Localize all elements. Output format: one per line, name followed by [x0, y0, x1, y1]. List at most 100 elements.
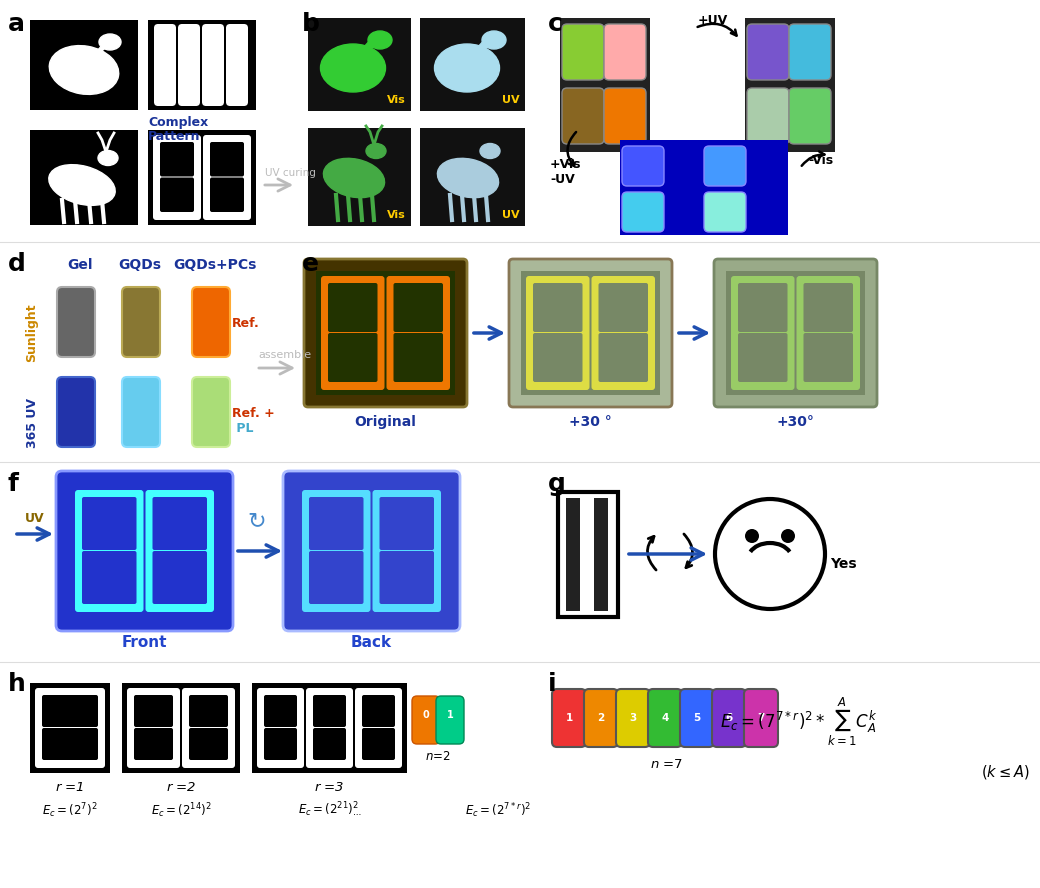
FancyBboxPatch shape [738, 283, 787, 332]
Polygon shape [363, 37, 380, 58]
Ellipse shape [480, 144, 500, 158]
Text: $r$ =1: $r$ =1 [55, 781, 84, 794]
FancyBboxPatch shape [362, 728, 395, 760]
Text: 2: 2 [597, 713, 604, 723]
Bar [620, 140, 788, 235]
Circle shape [745, 529, 759, 543]
Text: $n$=2: $n$=2 [425, 750, 450, 763]
FancyBboxPatch shape [57, 377, 95, 447]
FancyBboxPatch shape [393, 283, 443, 332]
FancyBboxPatch shape [210, 178, 244, 212]
Ellipse shape [323, 158, 385, 198]
Text: i: i [548, 672, 556, 696]
FancyBboxPatch shape [393, 333, 443, 382]
Bar [316, 271, 456, 395]
Text: Yes: Yes [830, 557, 857, 571]
FancyBboxPatch shape [738, 333, 787, 382]
FancyBboxPatch shape [372, 490, 441, 612]
FancyBboxPatch shape [562, 24, 604, 80]
FancyBboxPatch shape [744, 689, 778, 747]
FancyBboxPatch shape [226, 24, 248, 106]
FancyBboxPatch shape [526, 276, 590, 390]
FancyBboxPatch shape [598, 283, 648, 332]
FancyBboxPatch shape [202, 24, 224, 106]
FancyBboxPatch shape [313, 728, 346, 760]
FancyBboxPatch shape [509, 259, 672, 407]
FancyBboxPatch shape [584, 689, 618, 747]
FancyBboxPatch shape [362, 695, 395, 727]
FancyBboxPatch shape [380, 497, 434, 550]
Text: $E_c=(2^{21})_{\cdots}^2$: $E_c=(2^{21})_{\cdots}^2$ [297, 801, 361, 819]
Bar [308, 18, 411, 111]
FancyBboxPatch shape [604, 88, 646, 144]
FancyBboxPatch shape [82, 497, 136, 550]
Text: Front: Front [122, 635, 167, 650]
Bar [30, 683, 110, 773]
Ellipse shape [438, 158, 498, 198]
FancyBboxPatch shape [134, 728, 173, 760]
FancyBboxPatch shape [203, 135, 251, 220]
FancyBboxPatch shape [56, 471, 233, 631]
Text: +Vis: +Vis [550, 158, 581, 171]
Bar [566, 498, 580, 611]
Ellipse shape [482, 31, 506, 49]
Text: -UV: -UV [550, 173, 575, 186]
FancyBboxPatch shape [789, 24, 831, 80]
Text: b: b [302, 12, 320, 36]
FancyBboxPatch shape [154, 24, 176, 106]
Bar [560, 18, 650, 152]
Text: +30°: +30° [777, 415, 814, 429]
FancyBboxPatch shape [680, 689, 714, 747]
Text: Gel: Gel [68, 258, 93, 272]
Text: $E_c=(2^{7*r})^2$: $E_c=(2^{7*r})^2$ [465, 801, 531, 820]
Text: $(k\leq A)$: $(k\leq A)$ [982, 763, 1030, 781]
Ellipse shape [368, 31, 392, 49]
Text: c: c [548, 12, 563, 36]
FancyBboxPatch shape [82, 551, 136, 604]
Text: d: d [8, 252, 26, 276]
FancyBboxPatch shape [714, 259, 877, 407]
FancyBboxPatch shape [789, 88, 831, 144]
Text: Back: Back [350, 635, 392, 650]
FancyBboxPatch shape [153, 497, 207, 550]
Text: Original: Original [355, 415, 416, 429]
FancyBboxPatch shape [328, 333, 378, 382]
Text: Ref.: Ref. [232, 316, 260, 329]
FancyBboxPatch shape [302, 490, 370, 612]
FancyBboxPatch shape [178, 24, 200, 106]
Bar [122, 683, 240, 773]
FancyBboxPatch shape [257, 688, 304, 768]
FancyBboxPatch shape [622, 146, 664, 186]
Text: UV: UV [502, 95, 520, 105]
FancyBboxPatch shape [210, 142, 244, 177]
FancyBboxPatch shape [616, 689, 650, 747]
Text: 0: 0 [422, 710, 430, 720]
Text: f: f [8, 472, 19, 496]
Bar [30, 20, 138, 110]
FancyBboxPatch shape [704, 192, 746, 232]
FancyBboxPatch shape [747, 24, 789, 80]
Bar [308, 128, 411, 226]
Bar [148, 130, 256, 225]
Circle shape [716, 499, 825, 609]
FancyBboxPatch shape [552, 689, 586, 747]
FancyBboxPatch shape [534, 333, 582, 382]
FancyBboxPatch shape [622, 192, 664, 232]
Text: $r$ =3: $r$ =3 [314, 781, 344, 794]
FancyBboxPatch shape [704, 146, 746, 186]
FancyBboxPatch shape [313, 695, 346, 727]
FancyBboxPatch shape [75, 490, 144, 612]
Text: ↻: ↻ [248, 511, 266, 531]
FancyBboxPatch shape [712, 689, 746, 747]
Text: Sunlight: Sunlight [26, 304, 38, 362]
Text: 7: 7 [757, 713, 764, 723]
FancyBboxPatch shape [42, 728, 98, 760]
FancyBboxPatch shape [387, 276, 450, 390]
Text: $r$ =2: $r$ =2 [165, 781, 197, 794]
Ellipse shape [49, 45, 119, 94]
FancyBboxPatch shape [182, 688, 235, 768]
FancyBboxPatch shape [731, 276, 795, 390]
FancyBboxPatch shape [804, 333, 853, 382]
FancyBboxPatch shape [127, 688, 180, 768]
Ellipse shape [435, 44, 499, 92]
